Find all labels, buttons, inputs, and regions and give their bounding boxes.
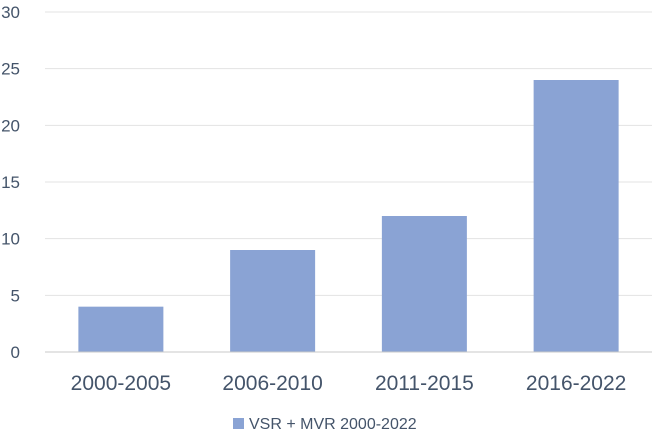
legend-swatch — [233, 418, 244, 429]
y-tick-label: 15 — [1, 173, 20, 192]
x-tick-label: 2000-2005 — [71, 372, 171, 395]
y-tick-label: 20 — [1, 116, 20, 135]
x-axis-ticks: 2000-2005 2006-2010 2011-2015 2016-2022 — [71, 372, 627, 395]
bar-2006-2010 — [230, 250, 316, 352]
bars — [78, 80, 619, 352]
x-tick-label: 2006-2010 — [222, 372, 322, 395]
bar-2016-2022 — [533, 80, 619, 352]
y-tick-label: 10 — [1, 230, 20, 249]
legend: VSR + MVR 2000-2022 — [233, 416, 417, 433]
y-tick-label: 0 — [11, 343, 20, 362]
x-tick-label: 2016-2022 — [526, 372, 626, 395]
y-axis-ticks: 0 5 10 15 20 25 30 — [1, 3, 20, 362]
y-tick-label: 25 — [1, 60, 20, 79]
bar-2000-2005 — [78, 306, 164, 352]
y-tick-label: 5 — [11, 286, 20, 305]
y-tick-label: 30 — [1, 3, 20, 22]
bar-2011-2015 — [381, 216, 467, 352]
legend-label: VSR + MVR 2000-2022 — [249, 416, 417, 433]
x-tick-label: 2011-2015 — [375, 372, 474, 395]
